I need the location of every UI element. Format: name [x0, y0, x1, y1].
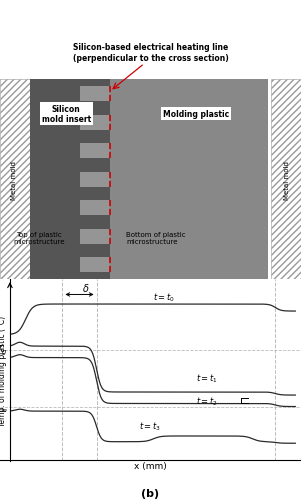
- Text: $T_{de}$: $T_{de}$: [0, 401, 8, 414]
- Text: $t = t_3$: $t = t_3$: [139, 419, 161, 432]
- FancyBboxPatch shape: [80, 87, 110, 102]
- FancyBboxPatch shape: [80, 144, 110, 159]
- Y-axis label: Temp. of molding plastic (°C): Temp. of molding plastic (°C): [0, 315, 7, 426]
- Text: Top of plastic
microstructure: Top of plastic microstructure: [13, 231, 65, 244]
- Text: $t = t_0$: $t = t_0$: [153, 291, 175, 303]
- FancyBboxPatch shape: [0, 80, 30, 280]
- FancyBboxPatch shape: [80, 258, 110, 273]
- Text: Molding plastic: Molding plastic: [163, 110, 229, 119]
- Text: (b): (b): [141, 488, 160, 498]
- Text: Bottom of plastic
microstructure: Bottom of plastic microstructure: [126, 231, 186, 244]
- FancyBboxPatch shape: [80, 172, 110, 187]
- Text: Silicon-based electrical heating line
(perpendicular to the cross section): Silicon-based electrical heating line (p…: [73, 43, 228, 63]
- Text: (a): (a): [142, 288, 159, 298]
- X-axis label: x (mm): x (mm): [134, 461, 167, 470]
- FancyBboxPatch shape: [110, 80, 268, 280]
- FancyBboxPatch shape: [30, 80, 110, 280]
- Text: $t = t_2$: $t = t_2$: [196, 395, 218, 407]
- Text: Metal mold: Metal mold: [11, 160, 17, 199]
- Text: $\delta$: $\delta$: [82, 281, 90, 293]
- Text: $T_g$: $T_g$: [0, 343, 8, 357]
- FancyBboxPatch shape: [80, 115, 110, 130]
- Text: Metal mold: Metal mold: [284, 160, 290, 199]
- FancyBboxPatch shape: [80, 229, 110, 244]
- FancyBboxPatch shape: [80, 201, 110, 216]
- Text: Silicon
mold insert: Silicon mold insert: [42, 104, 91, 124]
- FancyBboxPatch shape: [271, 80, 301, 280]
- Text: $t = t_1$: $t = t_1$: [196, 372, 218, 384]
